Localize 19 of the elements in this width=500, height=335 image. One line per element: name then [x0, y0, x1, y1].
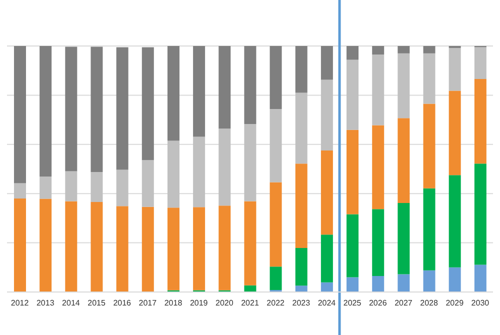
x-tick-label: 2025 — [343, 298, 362, 308]
x-tick-label: 2016 — [113, 298, 132, 308]
x-tick-label: 2026 — [368, 298, 388, 308]
x-tick-label: 2017 — [138, 298, 158, 308]
x-tick-label: 2014 — [62, 298, 80, 308]
x-tick-label: 2018 — [164, 298, 183, 308]
x-tick-label: 2019 — [190, 298, 208, 308]
x-tick-label: 2020 — [216, 298, 234, 308]
x-tick-label: 2024 — [318, 298, 336, 308]
x-tick-label: 2030 — [471, 298, 490, 308]
x-tick-label: 2015 — [88, 298, 106, 308]
x-tick-label: 2027 — [394, 298, 413, 308]
x-tick-label: 2029 — [446, 298, 464, 308]
x-tick-label: 2023 — [292, 298, 311, 308]
x-tick-label: 2013 — [36, 298, 55, 308]
x-tick-label: 2021 — [241, 298, 260, 308]
x-tick-label: 2022 — [266, 298, 286, 308]
x-tick-label: 2028 — [420, 298, 438, 308]
x-tick-label: 2012 — [10, 298, 30, 308]
